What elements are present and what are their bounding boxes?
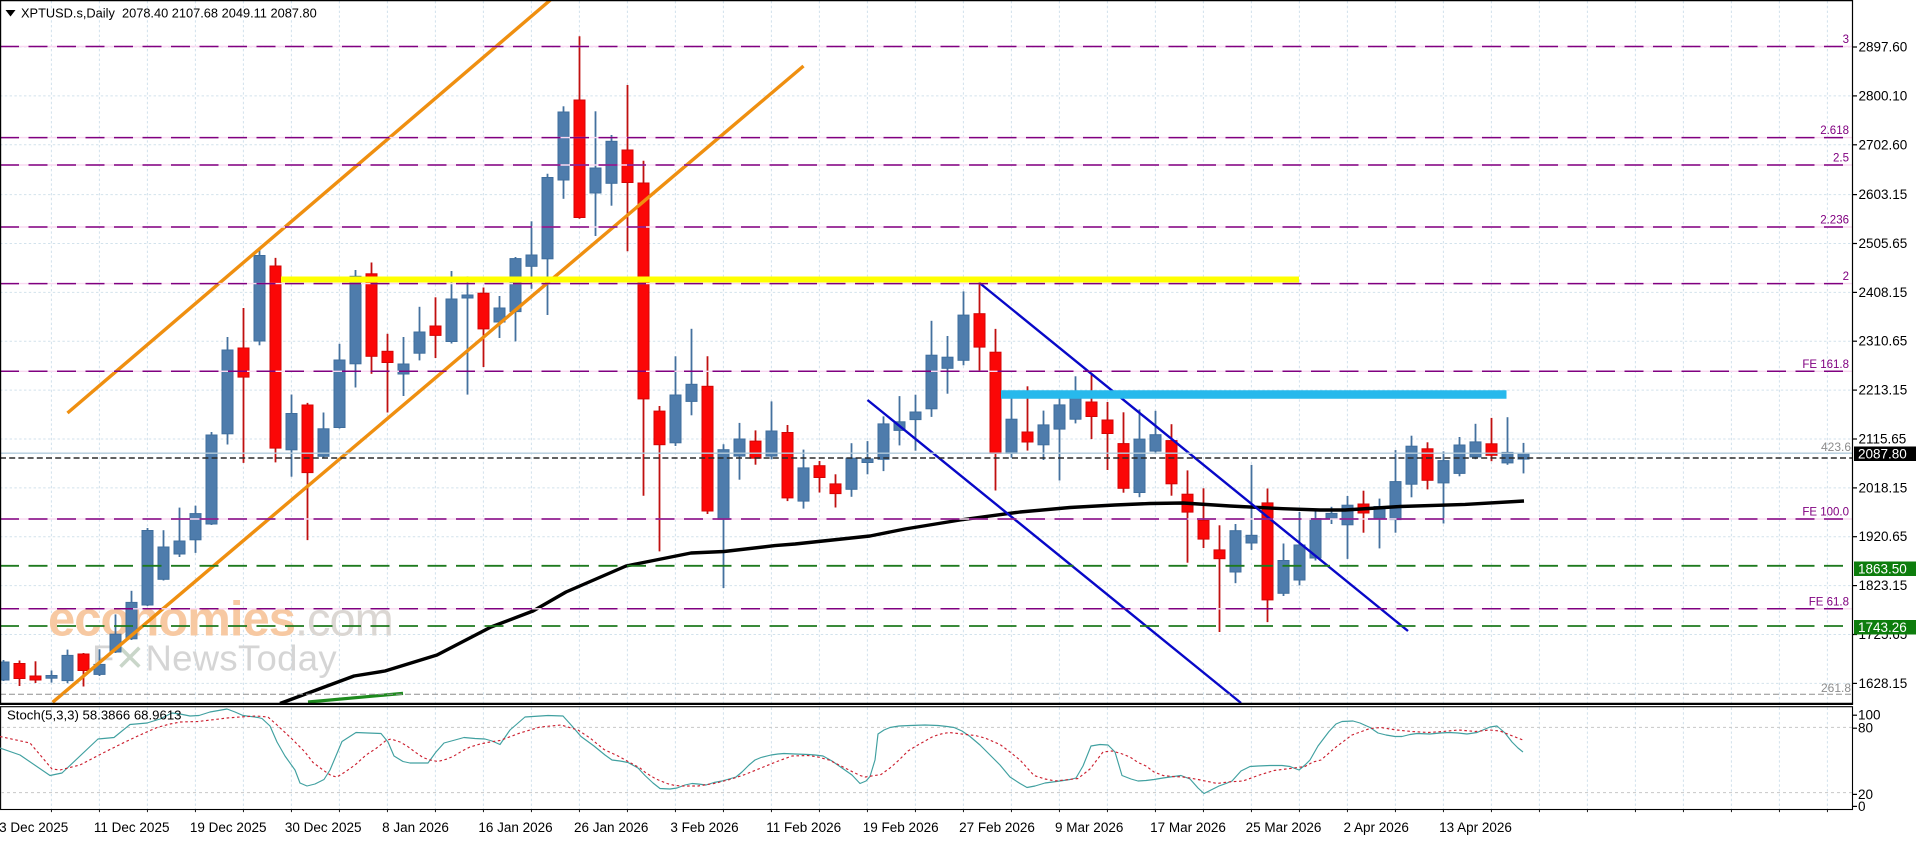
svg-text:80: 80 <box>1858 721 1873 736</box>
svg-text:0: 0 <box>1858 799 1866 814</box>
svg-text:2702.60: 2702.60 <box>1859 137 1908 152</box>
svg-text:20: 20 <box>1858 787 1873 802</box>
svg-text:Stoch(5,3,3) 58.3866 68.9613: Stoch(5,3,3) 58.3866 68.9613 <box>7 708 182 723</box>
svg-text:1823.15: 1823.15 <box>1859 578 1908 593</box>
svg-text:2 Apr 2026: 2 Apr 2026 <box>1344 820 1409 835</box>
svg-text:1743.26: 1743.26 <box>1858 620 1907 635</box>
svg-text:30 Dec 2025: 30 Dec 2025 <box>285 820 362 835</box>
svg-text:2.236: 2.236 <box>1820 215 1849 227</box>
svg-text:25 Mar 2026: 25 Mar 2026 <box>1246 820 1322 835</box>
svg-text:2310.65: 2310.65 <box>1859 334 1908 349</box>
svg-text:2505.65: 2505.65 <box>1859 236 1908 251</box>
svg-text:9 Mar 2026: 9 Mar 2026 <box>1055 820 1123 835</box>
svg-text:11 Feb 2026: 11 Feb 2026 <box>766 820 841 835</box>
svg-text:100: 100 <box>1858 708 1881 723</box>
svg-text:2603.15: 2603.15 <box>1859 187 1908 202</box>
svg-text:19 Dec 2025: 19 Dec 2025 <box>190 820 267 835</box>
svg-text:2897.60: 2897.60 <box>1859 40 1908 55</box>
svg-text:2: 2 <box>1843 271 1849 283</box>
svg-text:423.6: 423.6 <box>1821 440 1851 454</box>
svg-text:1863.50: 1863.50 <box>1858 562 1907 577</box>
svg-text:economies.com: economies.com <box>48 593 393 647</box>
svg-text:17 Mar 2026: 17 Mar 2026 <box>1150 820 1226 835</box>
svg-text:FE 161.8: FE 161.8 <box>1802 359 1849 371</box>
svg-text:3 Feb 2026: 3 Feb 2026 <box>670 820 738 835</box>
svg-text:2213.15: 2213.15 <box>1859 383 1908 398</box>
svg-text:1628.15: 1628.15 <box>1859 676 1908 691</box>
svg-text:2018.15: 2018.15 <box>1859 480 1908 495</box>
svg-text:2.618: 2.618 <box>1820 125 1849 137</box>
svg-text:2.5: 2.5 <box>1833 153 1849 165</box>
svg-text:XPTUSD.s,Daily 2078.40 2107.6: XPTUSD.s,Daily 2078.40 2107.68 2049.11 2… <box>21 6 317 21</box>
svg-text:11 Dec 2025: 11 Dec 2025 <box>94 820 170 835</box>
svg-text:1920.65: 1920.65 <box>1859 529 1908 544</box>
svg-text:3: 3 <box>1843 34 1849 46</box>
svg-text:13 Apr 2026: 13 Apr 2026 <box>1439 820 1512 835</box>
svg-text:2800.10: 2800.10 <box>1859 88 1908 103</box>
svg-text:F✕NewsToday: F✕NewsToday <box>92 638 337 679</box>
svg-text:2115.65: 2115.65 <box>1859 432 1907 447</box>
svg-text:261.8: 261.8 <box>1821 681 1851 695</box>
svg-text:19 Feb 2026: 19 Feb 2026 <box>863 820 939 835</box>
svg-text:26 Jan 2026: 26 Jan 2026 <box>574 820 648 835</box>
svg-text:FE 100.0: FE 100.0 <box>1802 507 1849 519</box>
svg-text:2408.15: 2408.15 <box>1859 285 1908 300</box>
svg-text:FE 61.8: FE 61.8 <box>1809 596 1849 608</box>
svg-text:2087.80: 2087.80 <box>1858 447 1907 462</box>
svg-text:8 Jan 2026: 8 Jan 2026 <box>382 820 449 835</box>
svg-text:3 Dec 2025: 3 Dec 2025 <box>0 820 68 835</box>
svg-text:27 Feb 2026: 27 Feb 2026 <box>959 820 1035 835</box>
svg-text:16 Jan 2026: 16 Jan 2026 <box>478 820 552 835</box>
